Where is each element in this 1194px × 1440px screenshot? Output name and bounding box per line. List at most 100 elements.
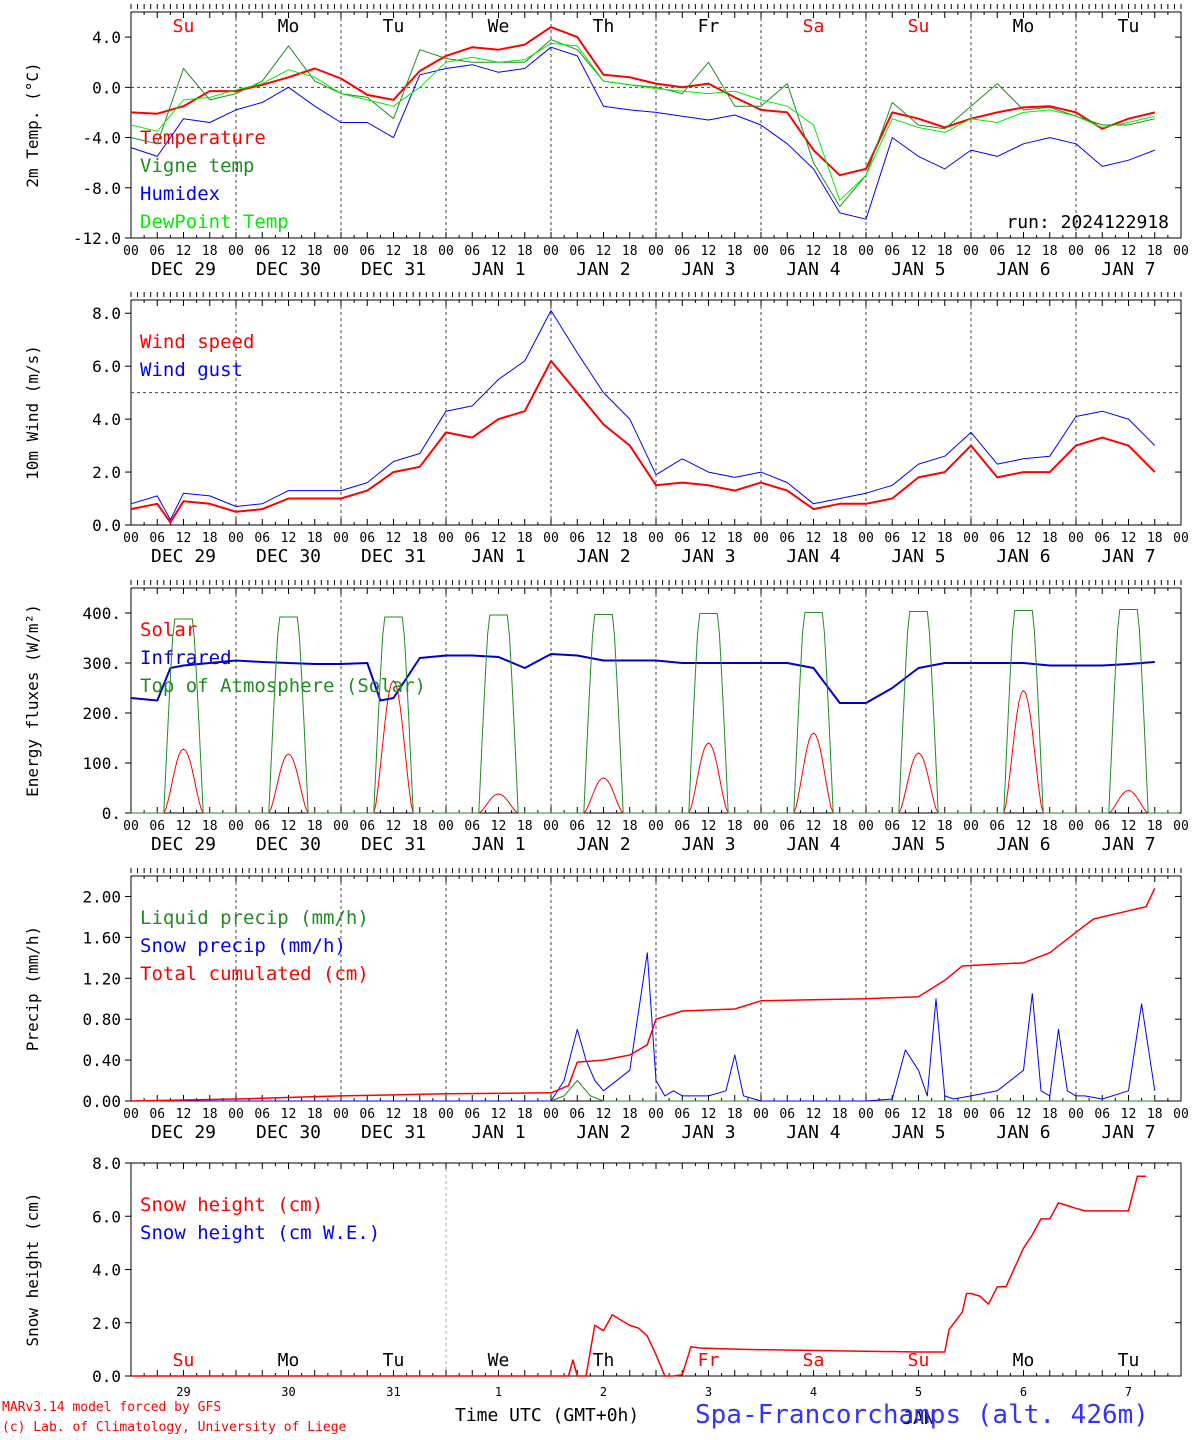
y-tick-label: 100. (82, 754, 121, 773)
hour-label: 12 (701, 531, 717, 546)
legend-entry: Vigne temp (140, 155, 254, 177)
date-label: JAN 7 (1101, 834, 1155, 855)
hour-label: 06 (569, 1107, 585, 1122)
hour-label: 12 (701, 244, 717, 259)
hour-label: 00 (858, 819, 874, 834)
panel-4: 2.00 1.60 1.20 0.80 0.40 0.00 Precip (mm/h) 00 0… (23, 868, 1189, 1143)
hour-label: 12 (1016, 244, 1032, 259)
weekday-label: Su (173, 1350, 195, 1371)
hour-label: 12 (176, 244, 192, 259)
date-label: DEC 30 (256, 1122, 321, 1143)
date-label: JAN 1 (471, 259, 525, 280)
hour-label: 06 (359, 819, 375, 834)
hour-label: 00 (123, 1107, 139, 1122)
hour-label: 12 (911, 531, 927, 546)
hour-label: 18 (202, 244, 218, 259)
hour-label: 06 (779, 531, 795, 546)
hour-label: 06 (884, 819, 900, 834)
hour-label: 00 (123, 531, 139, 546)
weekday-label: We (488, 16, 510, 37)
hour-label: 06 (989, 1107, 1005, 1122)
hour-label: 18 (517, 1107, 533, 1122)
hour-label: 12 (281, 244, 297, 259)
series-line-1 (130, 26, 1156, 177)
hour-label: 00 (753, 819, 769, 834)
hour-label: 06 (359, 244, 375, 259)
series-line-3 (130, 887, 1156, 1102)
hour-label: 06 (674, 819, 690, 834)
hour-label: 18 (937, 1107, 953, 1122)
hour-label: 00 (963, 1107, 979, 1122)
hour-label: 00 (753, 244, 769, 259)
weekday-label: We (488, 1350, 510, 1371)
hour-label: 18 (307, 819, 323, 834)
hour-label: 12 (1016, 1107, 1032, 1122)
day-number-label: 3 (705, 1385, 712, 1399)
legend-entry: Wind gust (140, 359, 243, 381)
hour-label: 00 (438, 819, 454, 834)
series-line-4 (130, 42, 1155, 201)
hour-label: 12 (1016, 819, 1032, 834)
date-label: JAN 2 (576, 546, 630, 567)
hour-label: 12 (806, 1107, 822, 1122)
series-line-3 (130, 46, 1155, 220)
date-label: JAN 3 (681, 546, 735, 567)
hour-label: 18 (727, 531, 743, 546)
date-label: JAN 4 (786, 1122, 840, 1143)
hour-label: 18 (622, 1107, 638, 1122)
hour-label: 00 (1068, 1107, 1084, 1122)
hour-label: 00 (1068, 819, 1084, 834)
weekday-label: Th (593, 1350, 615, 1371)
hour-label: 06 (1094, 819, 1110, 834)
y-tick-label: 4.0 (92, 1261, 121, 1280)
y-tick-label: 4.0 (92, 28, 121, 47)
x-axis-title: Time UTC (GMT+0h) (455, 1405, 640, 1426)
series-line-1 (131, 1080, 1155, 1102)
hour-label: 00 (1173, 1107, 1189, 1122)
legend-entry: Infrared (140, 647, 232, 669)
date-label: DEC 31 (361, 834, 426, 855)
hour-label: 00 (963, 819, 979, 834)
day-number-label: 31 (386, 1385, 400, 1399)
weekday-label: Tu (1118, 1350, 1140, 1371)
hour-label: 18 (622, 819, 638, 834)
y-tick-label: 0.0 (92, 78, 121, 97)
weekday-label: Mo (278, 16, 300, 37)
hour-label: 06 (149, 819, 165, 834)
hour-label: 06 (1094, 531, 1110, 546)
date-label: DEC 30 (256, 259, 321, 280)
hour-label: 06 (359, 1107, 375, 1122)
hour-label: 18 (1147, 1107, 1163, 1122)
hour-label: 12 (1121, 819, 1137, 834)
date-label: JAN 1 (471, 546, 525, 567)
hour-label: 06 (779, 244, 795, 259)
y-axis-label: Snow height (cm) (23, 1192, 42, 1346)
hour-label: 00 (753, 1107, 769, 1122)
date-label: DEC 30 (256, 834, 321, 855)
hour-label: 06 (464, 531, 480, 546)
hour-label: 12 (386, 531, 402, 546)
hour-label: 06 (674, 244, 690, 259)
day-number-label: 7 (1125, 1385, 1132, 1399)
legend-entry: Total cumulated (cm) (140, 963, 369, 985)
series-line-2 (131, 952, 1156, 1102)
hour-label: 00 (648, 1107, 664, 1122)
date-label: JAN 5 (891, 259, 945, 280)
panel-5: 8.0 6.0 4.0 2.0 0.0 Snow height (cm) Su Mo Tu We T… (23, 1154, 1182, 1429)
hour-label: 12 (1016, 531, 1032, 546)
y-tick-label: 6.0 (92, 1207, 121, 1226)
y-tick-label: 1.60 (82, 928, 121, 947)
hour-label: 12 (596, 531, 612, 546)
y-tick-label: 0.80 (82, 1010, 121, 1029)
hour-label: 12 (281, 531, 297, 546)
legend-entry: Temperature (140, 127, 266, 149)
y-tick-label: -12.0 (73, 229, 121, 248)
hour-label: 00 (1173, 819, 1189, 834)
hour-label: 00 (228, 819, 244, 834)
plot-frame (130, 587, 1182, 814)
date-label: DEC 29 (151, 834, 216, 855)
date-label: DEC 31 (361, 259, 426, 280)
date-label: JAN 3 (681, 1122, 735, 1143)
hour-label: 12 (386, 819, 402, 834)
y-tick-label: 2.0 (92, 1314, 121, 1333)
